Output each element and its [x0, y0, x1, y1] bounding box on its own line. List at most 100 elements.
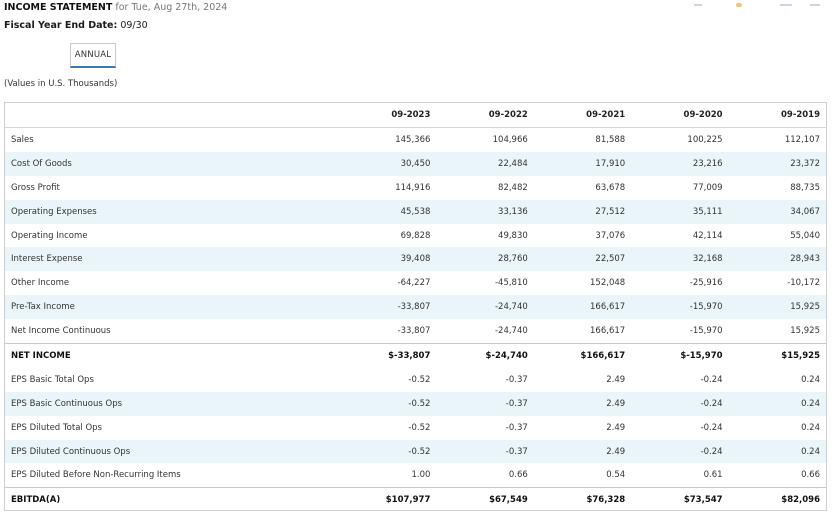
row-label: EPS Diluted Continuous Ops — [5, 439, 339, 464]
top-toolbar-fragments — [640, 0, 838, 14]
row-value: -0.52 — [408, 374, 431, 385]
row-label: Sales — [11, 134, 34, 145]
table-row: Net Income Continuous -33,807 -24,740 166,6… — [5, 319, 826, 343]
row-value: $-15,970 — [631, 343, 729, 368]
column-header: 09-2019 — [728, 103, 826, 128]
table-row: Interest Expense 39,408 28,760 22,507 32,168… — [5, 247, 826, 272]
row-value: 0.54 — [606, 470, 626, 481]
income-statement-table: 09-2023 09-2022 09-2021 09-2020 09-2019 … — [4, 102, 827, 513]
row-label: Pre-Tax Income — [5, 295, 339, 320]
row-value: 33,136 — [436, 199, 534, 224]
row-value: 23,216 — [631, 151, 729, 176]
table-row: EPS Basic Total Ops -0.52 -0.37 2.49 -0.24 0.… — [5, 368, 826, 392]
row-value: 17,910 — [533, 151, 632, 176]
row-value: 35,111 — [631, 199, 729, 224]
row-value: $67,549 — [436, 487, 534, 513]
row-value: 34,067 — [728, 199, 826, 224]
row-value: 166,617 — [533, 295, 632, 320]
tab-annual[interactable]: ANNUAL — [70, 43, 116, 68]
row-value: 27,512 — [533, 199, 632, 224]
row-value: 2.49 — [606, 374, 626, 385]
row-value: 1.00 — [411, 470, 431, 481]
row-label: EPS Basic Continuous Ops — [5, 391, 339, 416]
row-value: -0.37 — [505, 422, 528, 433]
row-value: 15,925 — [790, 326, 820, 337]
row-label: NET INCOME — [5, 343, 339, 368]
row-value: $-33,807 — [339, 343, 437, 368]
row-value: 0.61 — [703, 470, 723, 481]
row-value: -24,740 — [436, 295, 534, 320]
table-row: Pre-Tax Income -33,807 -24,740 166,617 -15,9… — [5, 295, 826, 320]
row-label: Gross Profit — [11, 182, 60, 193]
title-row: INCOME STATEMENT for Tue, Aug 27th, 2024 — [4, 2, 227, 14]
row-value: 55,040 — [790, 230, 820, 241]
row-value: -33,807 — [339, 295, 437, 320]
row-value: 2.49 — [533, 439, 632, 464]
row-value: 63,678 — [595, 182, 626, 193]
row-label: Net Income Continuous — [11, 326, 111, 337]
table-row: EPS Diluted Total Ops -0.52 -0.37 2.49 -0.24… — [5, 416, 826, 440]
row-label: Operating Expenses — [5, 199, 339, 224]
row-value: -15,970 — [631, 295, 729, 320]
row-value: 0.66 — [508, 470, 528, 481]
row-value: -24,740 — [494, 326, 528, 337]
row-value: 104,966 — [492, 134, 528, 145]
row-value: 69,828 — [400, 230, 431, 241]
row-value: -0.24 — [631, 391, 729, 416]
table-row: Cost Of Goods 30,450 22,484 17,910 23,216 23,… — [5, 151, 826, 176]
row-value: 22,507 — [533, 247, 632, 272]
row-label: Interest Expense — [5, 247, 339, 272]
table-row: Sales 145,366 104,966 81,588 100,225 112,107 — [5, 128, 826, 152]
row-value: 114,916 — [395, 182, 431, 193]
row-value: -0.52 — [408, 422, 431, 433]
toolbar-fragment — [810, 4, 820, 6]
column-header: 09-2022 — [436, 103, 534, 128]
row-value: $166,617 — [533, 343, 632, 368]
row-value: 82,482 — [498, 182, 528, 193]
row-value: -0.37 — [505, 374, 528, 385]
row-value: 22,484 — [436, 151, 534, 176]
row-value: 30,450 — [339, 151, 437, 176]
row-value: $76,328 — [533, 487, 632, 513]
row-value: 2.49 — [606, 422, 626, 433]
toolbar-fragment — [736, 3, 742, 7]
row-value: -0.37 — [436, 391, 534, 416]
table-row: EPS Diluted Before Non-Recurring Items 1.… — [5, 463, 826, 487]
table-row: Gross Profit 114,916 82,482 63,678 77,009 88,… — [5, 176, 826, 200]
row-value: 0.24 — [728, 391, 826, 416]
row-value: 42,114 — [692, 230, 723, 241]
row-label: Other Income — [11, 278, 70, 289]
row-value: 112,107 — [784, 134, 820, 145]
row-value: -0.37 — [436, 439, 534, 464]
table-row: EPS Diluted Continuous Ops -0.52 -0.37 2.49… — [5, 439, 826, 464]
row-value: 15,925 — [728, 295, 826, 320]
table-row: EPS Basic Continuous Ops -0.52 -0.37 2.49 -0… — [5, 391, 826, 416]
row-value: -45,810 — [494, 278, 528, 289]
toolbar-fragment — [780, 4, 792, 6]
table-row: EBITDA(A) $107,977 $67,549 $76,328 $73,547 $8… — [5, 487, 826, 513]
row-value: 23,372 — [728, 151, 826, 176]
table-header-row: 09-2023 09-2022 09-2021 09-2020 09-2019 — [5, 103, 826, 128]
table-row: Operating Expenses 45,538 33,136 27,512 35,1… — [5, 199, 826, 224]
table-row: Operating Income 69,828 49,830 37,076 42,114… — [5, 224, 826, 248]
row-label: EPS Diluted Total Ops — [11, 422, 102, 433]
statement-date: for Tue, Aug 27th, 2024 — [115, 2, 228, 13]
row-value: -33,807 — [397, 326, 431, 337]
row-value: $-24,740 — [436, 343, 534, 368]
row-label: EBITDA(A) — [5, 487, 339, 513]
row-value: 0.24 — [728, 439, 826, 464]
row-value: 100,225 — [687, 134, 723, 145]
fiscal-year-end-label: Fiscal Year End Date: — [4, 20, 118, 31]
row-value: -0.24 — [631, 439, 729, 464]
row-value: 28,760 — [436, 247, 534, 272]
row-label: EPS Basic Total Ops — [11, 374, 94, 385]
row-value: $82,096 — [728, 487, 826, 513]
row-value: -0.24 — [700, 374, 723, 385]
row-value: 49,830 — [498, 230, 528, 241]
row-value: 2.49 — [533, 391, 632, 416]
row-value: 88,735 — [790, 182, 820, 193]
row-label: EPS Diluted Before Non-Recurring Items — [11, 470, 181, 481]
row-value: 39,408 — [339, 247, 437, 272]
values-unit-note: (Values in U.S. Thousands) — [4, 79, 118, 89]
row-value: 32,168 — [631, 247, 729, 272]
